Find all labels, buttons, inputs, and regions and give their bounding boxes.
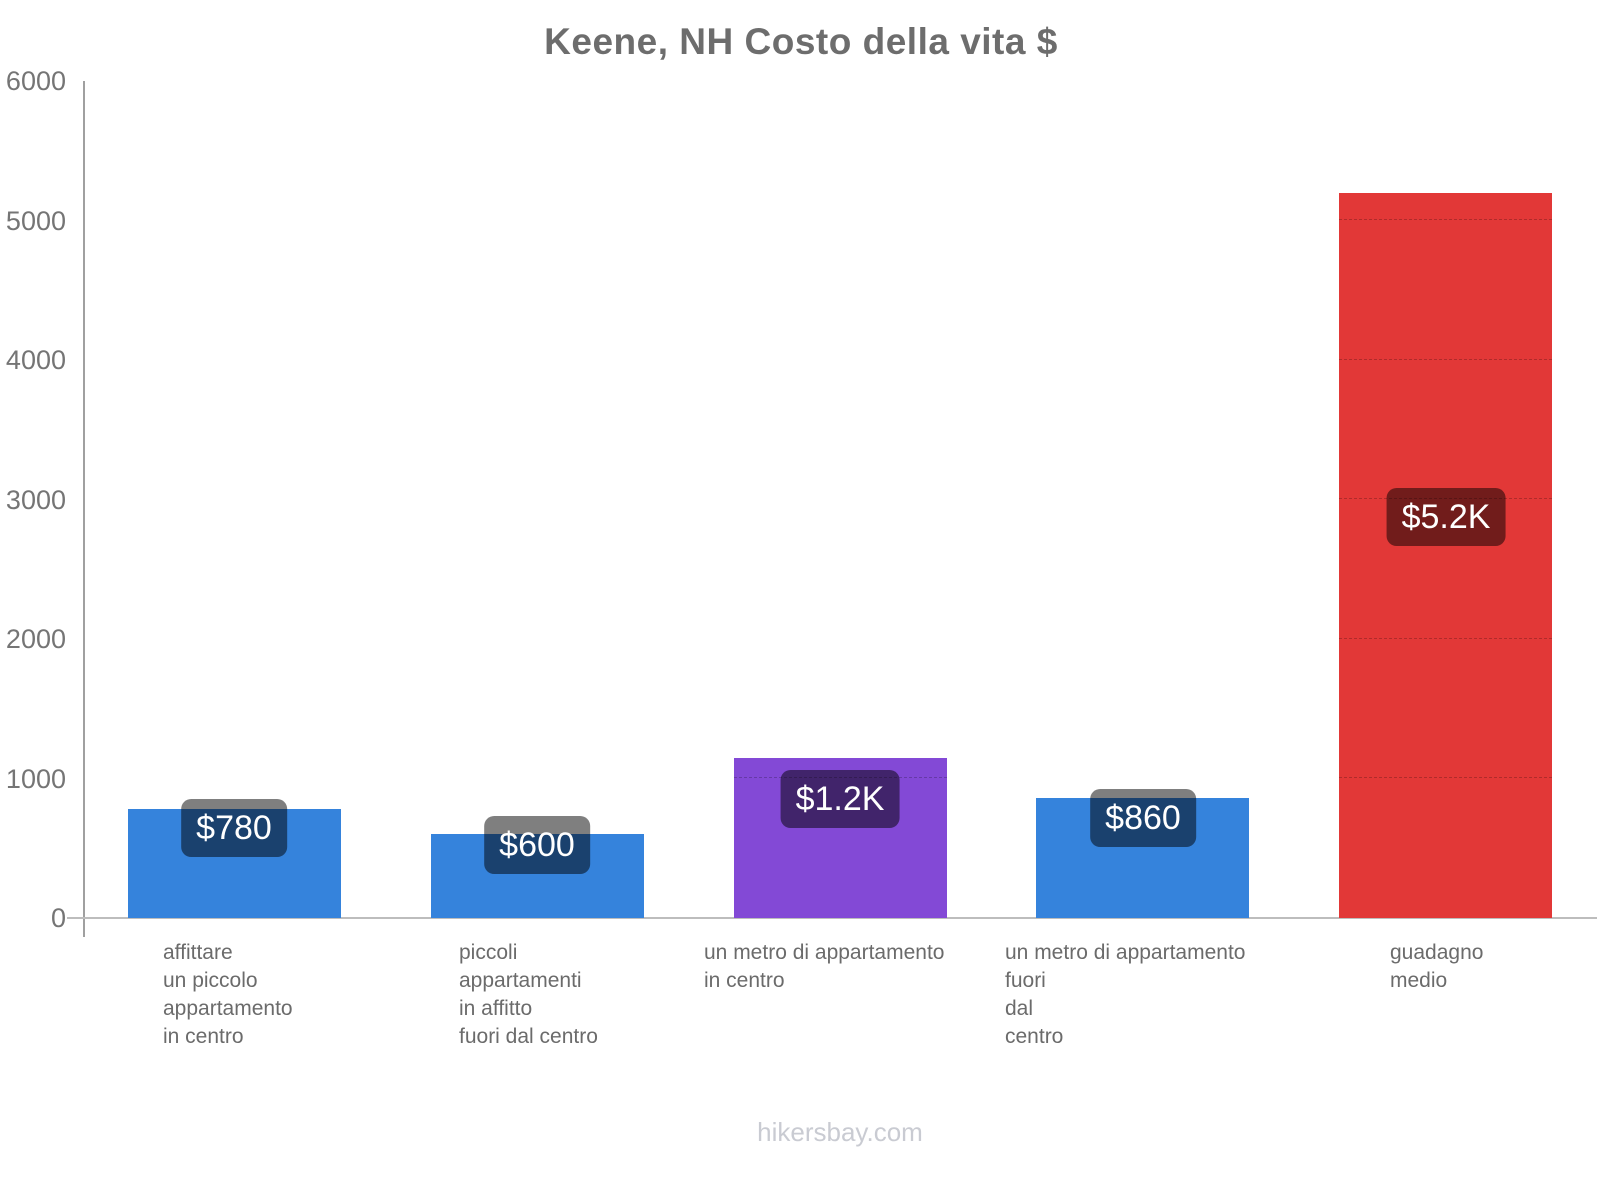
category-label: piccoli appartamenti in affitto fuori da… [459, 941, 598, 1048]
value-label: $5.2K [1386, 488, 1506, 546]
y-axis-line [83, 81, 85, 937]
y-axis-tick-label: 1000 [5, 763, 66, 794]
x-axis-line [67, 917, 1597, 919]
y-axis-tick-label: 0 [50, 903, 66, 933]
gridline [1339, 359, 1552, 360]
gridline [1339, 777, 1552, 778]
category-label: affittare un piccolo appartamento in cen… [163, 941, 293, 1048]
value-label: $1.2K [780, 770, 900, 828]
value-label: $780 [181, 799, 287, 857]
y-axis-tick-label: 5000 [5, 205, 66, 236]
bar-5 [1339, 193, 1552, 918]
gridline [1339, 219, 1552, 220]
watermark: hikersbay.com [757, 1117, 923, 1147]
category-label: guadagno medio [1390, 941, 1484, 992]
y-axis-tick-label: 6000 [5, 66, 66, 96]
category-label: un metro di appartamento fuori dal centr… [1005, 941, 1246, 1048]
value-label: $600 [484, 816, 590, 874]
y-axis-tick-label: 3000 [5, 484, 66, 515]
chart-title: Keene, NH Costo della vita $ [544, 21, 1058, 62]
gridline [1339, 638, 1552, 639]
y-axis-tick-label: 2000 [5, 624, 66, 654]
category-label: un metro di appartamento in centro [704, 941, 945, 992]
value-label: $860 [1090, 789, 1196, 847]
y-axis-tick-label: 4000 [5, 345, 66, 375]
